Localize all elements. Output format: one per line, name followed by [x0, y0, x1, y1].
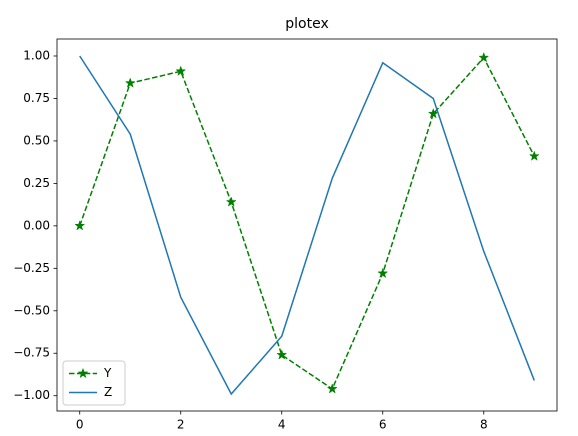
marker — [427, 107, 439, 119]
legend-box — [62, 360, 126, 406]
marker — [326, 383, 338, 394]
marker — [377, 267, 389, 279]
series-line — [79, 55, 535, 396]
legend-label: Z — [104, 385, 112, 399]
legend: YZ — [62, 360, 126, 406]
legend-label: Y — [103, 366, 112, 380]
y-tick-label: 1.00 — [23, 48, 50, 62]
legend-marker — [77, 367, 89, 379]
series-line — [79, 56, 535, 391]
marker — [175, 65, 187, 76]
x-tick-label: 2 — [177, 418, 185, 432]
marker — [528, 150, 540, 161]
y-tick-label: −0.25 — [13, 261, 50, 275]
plot-frame — [56, 38, 558, 412]
y-tick-label: −1.00 — [13, 388, 50, 402]
marker — [276, 349, 288, 360]
y-tick-label: 0.25 — [23, 176, 50, 190]
x-tick-label: 8 — [480, 418, 488, 432]
y-tick-label: −0.75 — [13, 346, 50, 360]
y-tick-label: −0.50 — [13, 303, 50, 317]
x-tick-label: 6 — [379, 418, 387, 432]
y-tick-label: 0.00 — [23, 218, 50, 232]
y-tick-label: 0.50 — [23, 133, 50, 147]
chart-title: plotex — [285, 16, 328, 32]
marker — [124, 77, 136, 88]
x-tick-label: 0 — [76, 418, 84, 432]
marker — [225, 196, 237, 207]
marker — [74, 220, 86, 231]
y-tick-label: 0.75 — [23, 91, 50, 105]
marker — [478, 51, 490, 63]
x-tick-label: 4 — [278, 418, 286, 432]
